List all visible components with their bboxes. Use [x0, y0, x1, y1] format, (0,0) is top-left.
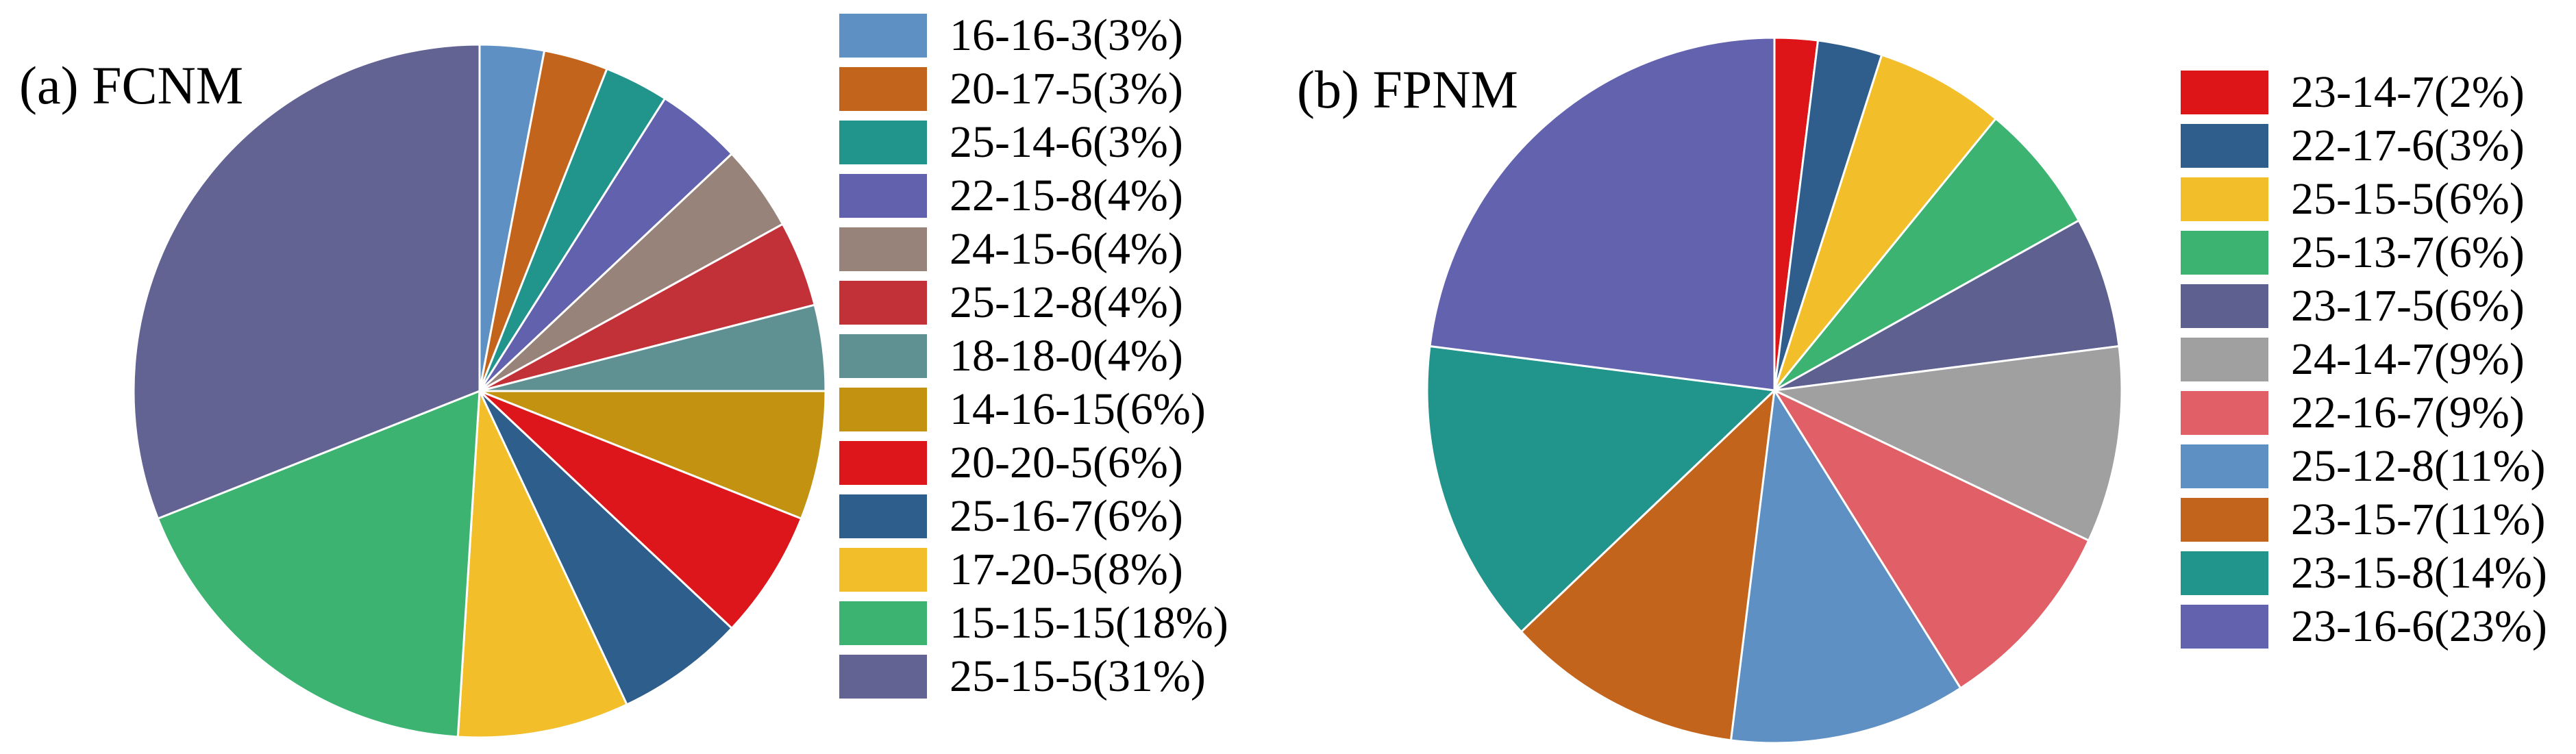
- pie-slice-24-14-7(9%): [1773, 344, 2123, 542]
- legend-swatch: [839, 655, 927, 699]
- legend-swatch: [839, 548, 927, 592]
- legend-swatch: [2181, 124, 2268, 168]
- pie-slice-25-13-7(6%): [1773, 117, 2080, 392]
- pie-slice-23-16-6(23%): [1428, 36, 1776, 392]
- legend-item: 20-20-5(6%): [839, 438, 1228, 488]
- legend-label: 25-15-5(6%): [2291, 174, 2525, 224]
- legend-label: 25-13-7(6%): [2291, 227, 2525, 277]
- legend-swatch: [839, 67, 927, 111]
- legend-swatch: [2181, 551, 2268, 595]
- pie-slice-25-15-5(31%): [132, 43, 481, 520]
- legend-swatch: [2181, 605, 2268, 649]
- legend-label: 23-15-8(14%): [2291, 548, 2547, 598]
- legend-label: 23-17-5(6%): [2291, 281, 2525, 331]
- legend-item: 23-15-8(14%): [2181, 548, 2547, 598]
- legend-swatch: [839, 14, 927, 58]
- legend-item: 24-15-6(4%): [839, 224, 1228, 274]
- panel-title-fpnm: (b) FPNM: [1297, 60, 1518, 119]
- legend-label: 15-15-15(18%): [950, 598, 1228, 648]
- pie-slice-17-20-5(8%): [456, 390, 628, 739]
- legend-swatch: [839, 441, 927, 485]
- legend-label: 23-14-7(2%): [2291, 67, 2525, 117]
- pie-slice-25-12-8(11%): [1729, 389, 1962, 744]
- legend-item: 25-15-5(6%): [2181, 174, 2547, 224]
- legend-item: 18-18-0(4%): [839, 331, 1228, 381]
- legend-swatch: [2181, 177, 2268, 221]
- legend-fpnm: 23-14-7(2%) 22-17-6(3%) 25-15-5(6%) 25-13-7…: [2181, 67, 2547, 651]
- pie-slice-25-16-7(6%): [478, 390, 733, 706]
- legend-item: 20-17-5(3%): [839, 64, 1228, 114]
- legend-item: 25-14-6(3%): [839, 117, 1228, 167]
- legend-label: 25-12-8(11%): [2291, 441, 2546, 491]
- legend-item: 22-17-6(3%): [2181, 121, 2547, 171]
- legend-label: 23-15-7(11%): [2291, 494, 2546, 544]
- legend-swatch: [839, 334, 927, 378]
- pie-slice-15-15-15(18%): [156, 390, 481, 738]
- legend-label: 18-18-0(4%): [950, 331, 1183, 381]
- legend-label: 22-16-7(9%): [2291, 388, 2525, 438]
- legend-label: 16-16-3(3%): [950, 10, 1183, 60]
- legend-swatch: [2181, 338, 2268, 381]
- legend-label: 22-15-8(4%): [950, 171, 1183, 221]
- legend-label: 20-17-5(3%): [950, 64, 1183, 114]
- legend-label: 23-16-6(23%): [2291, 601, 2547, 651]
- legend-item: 23-14-7(2%): [2181, 67, 2547, 117]
- legend-item: 25-16-7(6%): [839, 491, 1228, 541]
- legend-label: 22-17-6(3%): [2291, 121, 2525, 171]
- pie-slice-22-16-7(9%): [1773, 389, 2090, 690]
- legend-item: 15-15-15(18%): [839, 598, 1228, 648]
- legend-item: 25-15-5(31%): [839, 651, 1228, 701]
- pie-slice-23-15-8(14%): [1426, 344, 1776, 633]
- pie-slice-14-16-15(6%): [478, 390, 827, 520]
- legend-label: 24-15-6(4%): [950, 224, 1183, 274]
- legend-label: 25-15-5(31%): [950, 651, 1206, 701]
- pie-chart-fcnm: [132, 43, 827, 739]
- panel-title-fcnm: (a) FCNM: [19, 55, 244, 115]
- legend-item: 22-15-8(4%): [839, 171, 1228, 221]
- legend-swatch: [2181, 391, 2268, 435]
- legend-item: 24-14-7(9%): [2181, 334, 2547, 384]
- legend-item: 23-15-7(11%): [2181, 494, 2547, 544]
- legend-item: 14-16-15(6%): [839, 384, 1228, 434]
- legend-swatch: [839, 494, 927, 538]
- legend-swatch: [2181, 498, 2268, 542]
- legend-label: 20-20-5(6%): [950, 438, 1183, 488]
- legend-fcnm: 16-16-3(3%) 20-17-5(3%) 25-14-6(3%) 22-15-8…: [839, 10, 1228, 701]
- legend-swatch: [839, 227, 927, 271]
- legend-label: 14-16-15(6%): [950, 384, 1206, 434]
- legend-swatch: [2181, 231, 2268, 275]
- legend-swatch: [2181, 71, 2268, 114]
- pie-slice-23-15-7(11%): [1520, 389, 1776, 742]
- legend-swatch: [2181, 444, 2268, 488]
- legend-label: 25-16-7(6%): [950, 491, 1183, 541]
- pie-chart-fpnm: [1426, 36, 2123, 744]
- legend-item: 22-16-7(9%): [2181, 388, 2547, 438]
- legend-item: 23-17-5(6%): [2181, 281, 2547, 331]
- legend-item: 17-20-5(8%): [839, 544, 1228, 594]
- legend-label: 25-12-8(4%): [950, 277, 1183, 327]
- legend-item: 25-13-7(6%): [2181, 227, 2547, 277]
- pie-slice-23-17-5(6%): [1773, 219, 2120, 392]
- pie-slice-25-15-5(6%): [1773, 53, 1997, 392]
- legend-item: 23-16-6(23%): [2181, 601, 2547, 651]
- legend-label: 25-14-6(3%): [950, 117, 1183, 167]
- legend-swatch: [2181, 284, 2268, 328]
- legend-swatch: [839, 388, 927, 431]
- legend-item: 16-16-3(3%): [839, 10, 1228, 60]
- legend-item: 25-12-8(4%): [839, 277, 1228, 327]
- legend-label: 17-20-5(8%): [950, 544, 1183, 594]
- legend-swatch: [839, 121, 927, 164]
- legend-swatch: [839, 174, 927, 218]
- legend-label: 24-14-7(9%): [2291, 334, 2525, 384]
- legend-swatch: [839, 601, 927, 645]
- pie-slice-20-20-5(6%): [478, 390, 803, 629]
- legend-swatch: [839, 281, 927, 325]
- legend-item: 25-12-8(11%): [2181, 441, 2547, 491]
